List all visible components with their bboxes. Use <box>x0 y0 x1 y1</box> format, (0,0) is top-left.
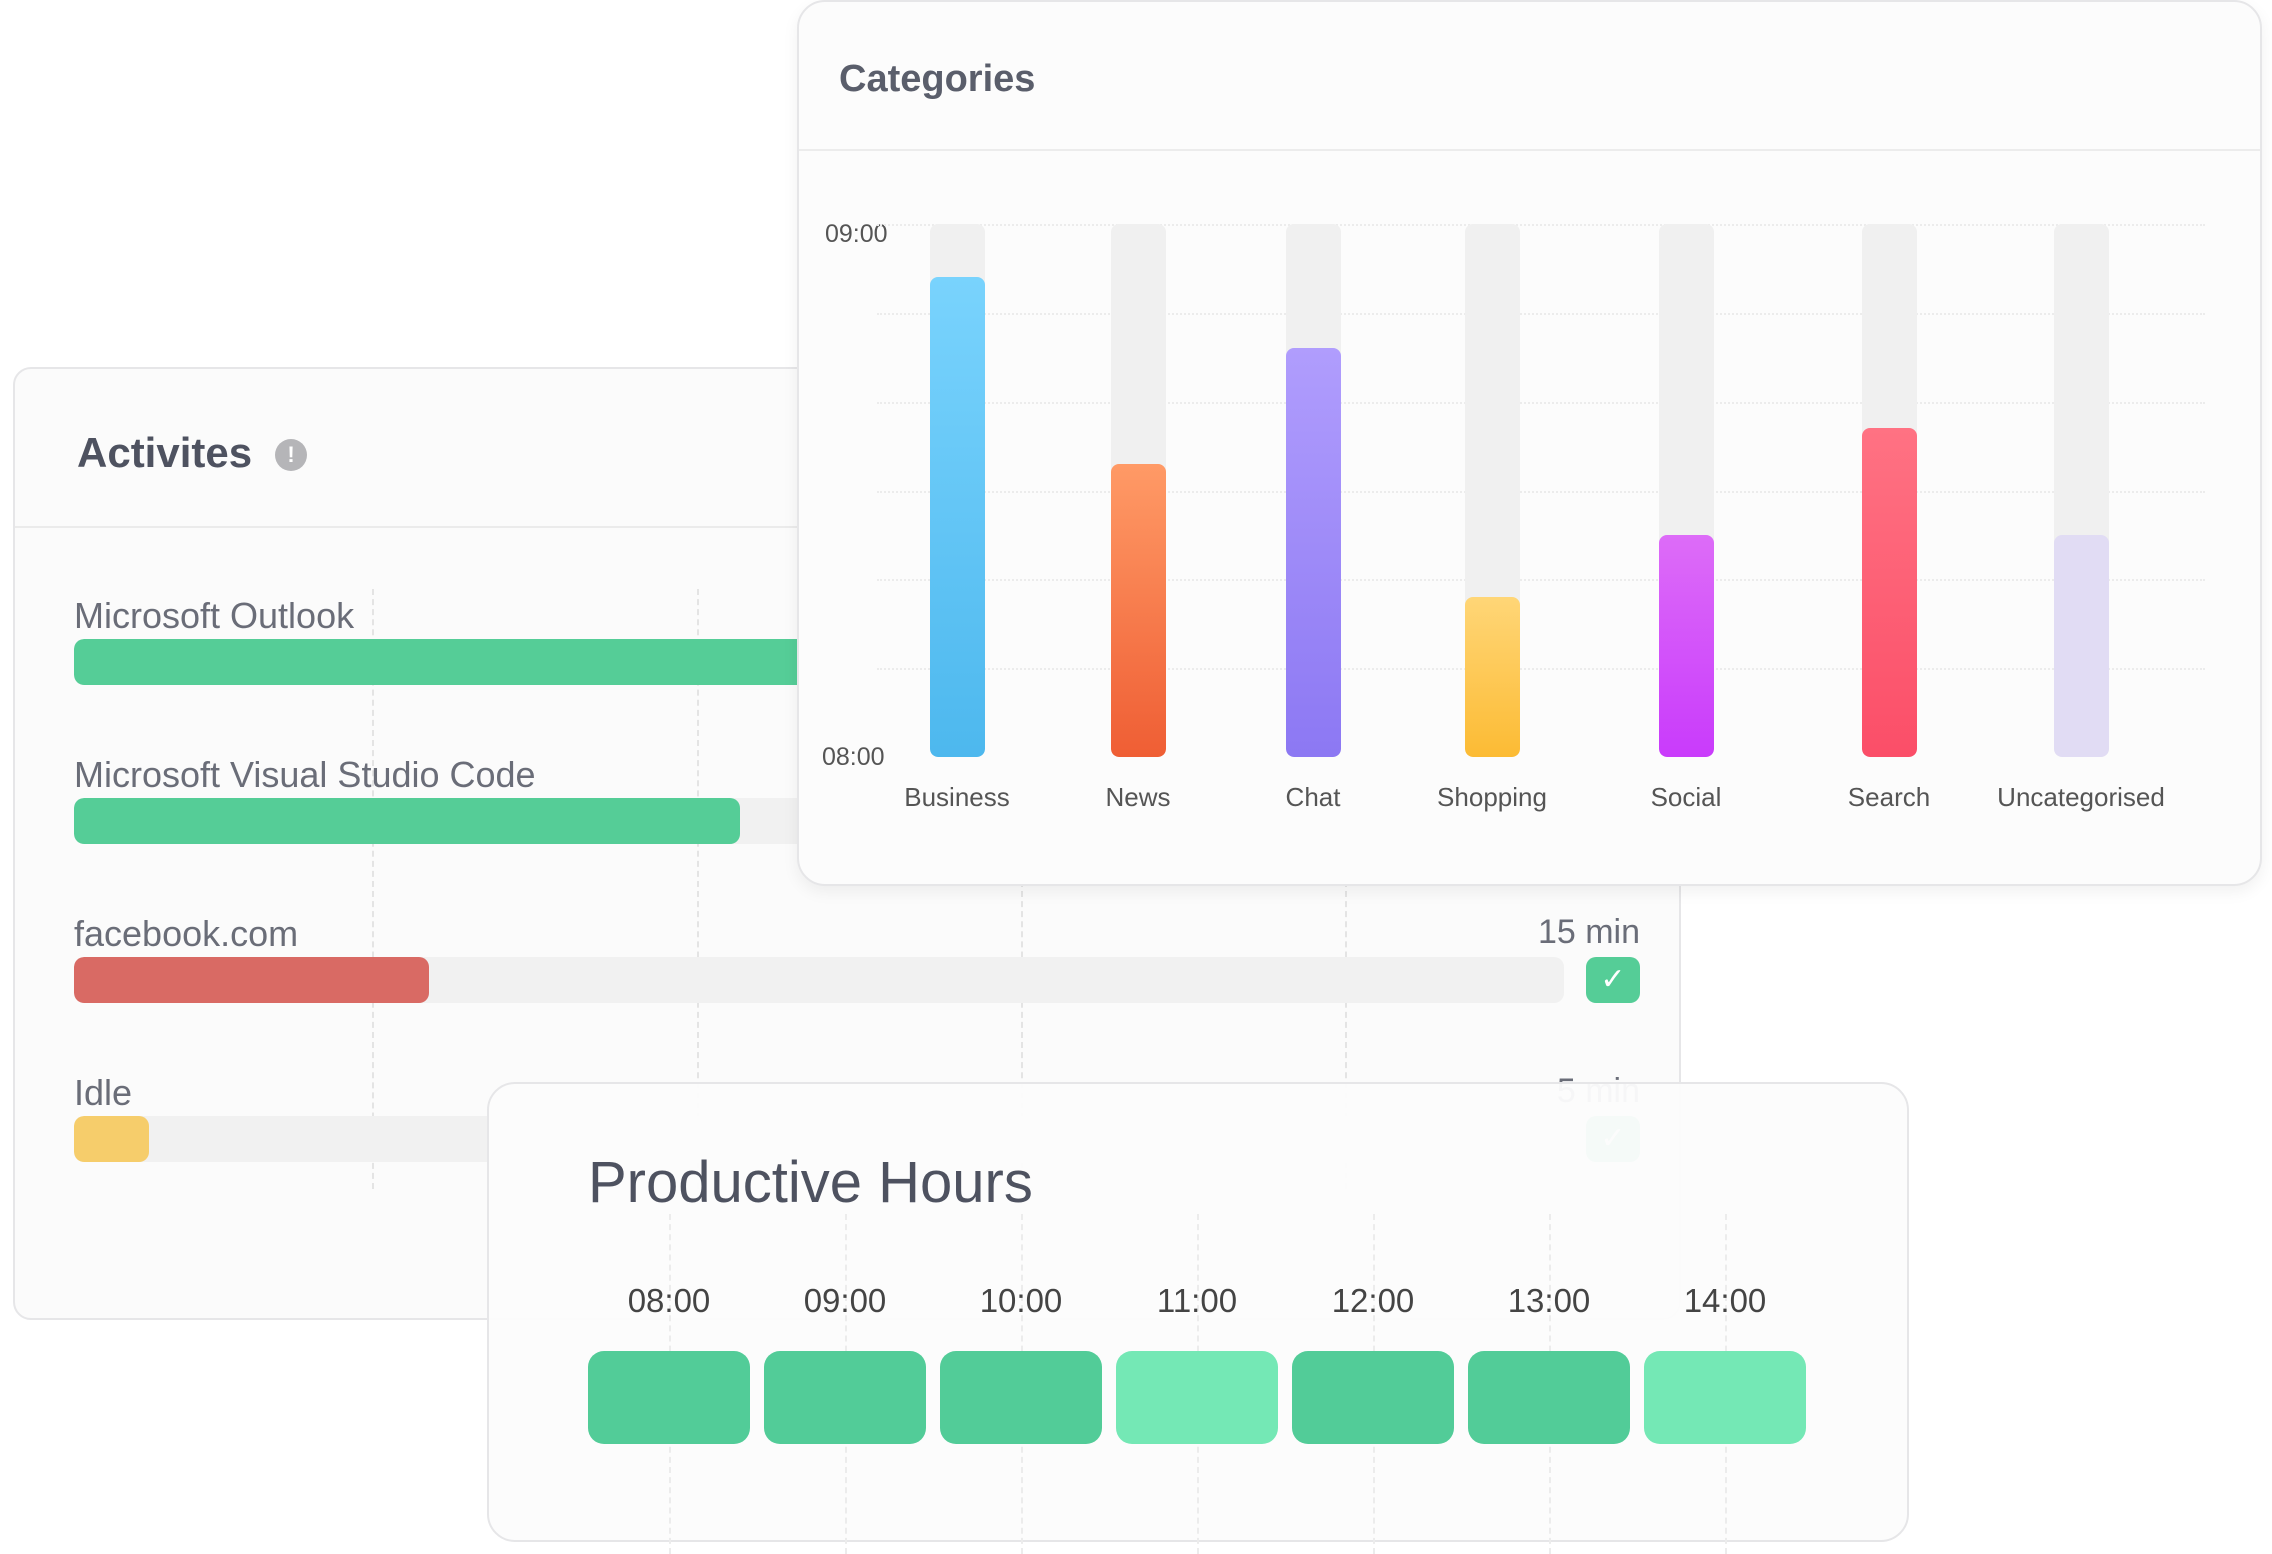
bar-business[interactable] <box>930 277 985 757</box>
x-tick-label: Search <box>1847 782 1931 812</box>
grid-line <box>877 224 2205 226</box>
hour-block[interactable] <box>1644 1351 1806 1444</box>
hour-label: 08:00 <box>627 1282 711 1319</box>
hour-label: 11:00 <box>1156 1282 1238 1319</box>
hour-block[interactable] <box>1468 1351 1630 1444</box>
bar-track <box>1465 224 1520 757</box>
bar-track <box>2054 224 2109 757</box>
activity-label: facebook.com <box>74 913 299 954</box>
x-tick-label: Uncategorised <box>1997 782 2165 812</box>
grid-line <box>877 579 2205 582</box>
bar-track <box>930 224 985 757</box>
hour-label: 10:00 <box>979 1282 1063 1319</box>
x-tick-label: Social <box>1650 782 1722 812</box>
productive-hours-card: Productive Hours 08:00 09:00 10:00 11:00 12:… <box>487 1082 1909 1554</box>
bar-track <box>1659 224 1714 757</box>
categories-title: Categories <box>839 58 1036 100</box>
check-icon[interactable]: ✓ <box>1586 957 1640 1003</box>
bar-track <box>1111 224 1166 757</box>
productive-hours-title: Productive Hours <box>588 1150 1033 1215</box>
hour-label: 14:00 <box>1683 1282 1767 1319</box>
activity-label: Idle <box>74 1072 133 1113</box>
grid-line <box>877 490 2205 493</box>
grid-line <box>1345 589 1347 1189</box>
hour-block[interactable] <box>940 1351 1102 1444</box>
y-tick-label: 08:00 <box>822 743 885 771</box>
bar-shopping[interactable] <box>1465 597 1520 757</box>
hour-label: 09:00 <box>803 1282 887 1319</box>
grid-line <box>877 401 2205 404</box>
bar-track <box>1862 224 1917 757</box>
x-tick-label: News <box>1105 782 1171 812</box>
hour-block[interactable] <box>764 1351 926 1444</box>
activity-label: Microsoft Outlook <box>74 595 355 636</box>
activity-progress-fill <box>74 957 429 1003</box>
grid-line <box>877 312 2205 315</box>
x-tick-label: Shopping <box>1437 782 1547 812</box>
hour-block[interactable] <box>1292 1351 1454 1444</box>
activities-title: Activites <box>77 429 253 476</box>
bar-social[interactable] <box>1659 534 1714 757</box>
divider <box>799 149 2260 151</box>
info-icon[interactable]: ! <box>275 439 307 471</box>
bar-chat[interactable] <box>1286 348 1341 757</box>
hour-block[interactable] <box>588 1351 750 1444</box>
grid-line <box>697 589 699 1189</box>
grid-line <box>1021 589 1023 1189</box>
hour-label: 13:00 <box>1507 1282 1591 1319</box>
activity-progress-fill <box>74 798 741 844</box>
bar-search[interactable] <box>1862 428 1917 757</box>
grid-line <box>877 668 2205 671</box>
x-tick-label: Chat <box>1285 782 1341 812</box>
activity-progress-track <box>74 957 1564 1003</box>
bar-news[interactable] <box>1111 463 1166 757</box>
activity-time: 15 min <box>1537 913 1640 951</box>
hour-label: 12:00 <box>1331 1282 1415 1319</box>
activity-row: facebook.com 15 min ✓ <box>74 913 1640 1053</box>
bar-track <box>1286 224 1341 757</box>
hour-block[interactable] <box>1116 1351 1278 1444</box>
categories-card: Categories 09:00 08:00 Business News Chat S… <box>797 0 2262 886</box>
x-tick-label: Business <box>904 782 1010 812</box>
bar-uncategorised[interactable] <box>2054 534 2109 757</box>
activity-progress-fill <box>74 1116 149 1162</box>
activity-label: Microsoft Visual Studio Code <box>74 754 536 795</box>
grid-line <box>372 589 374 1189</box>
